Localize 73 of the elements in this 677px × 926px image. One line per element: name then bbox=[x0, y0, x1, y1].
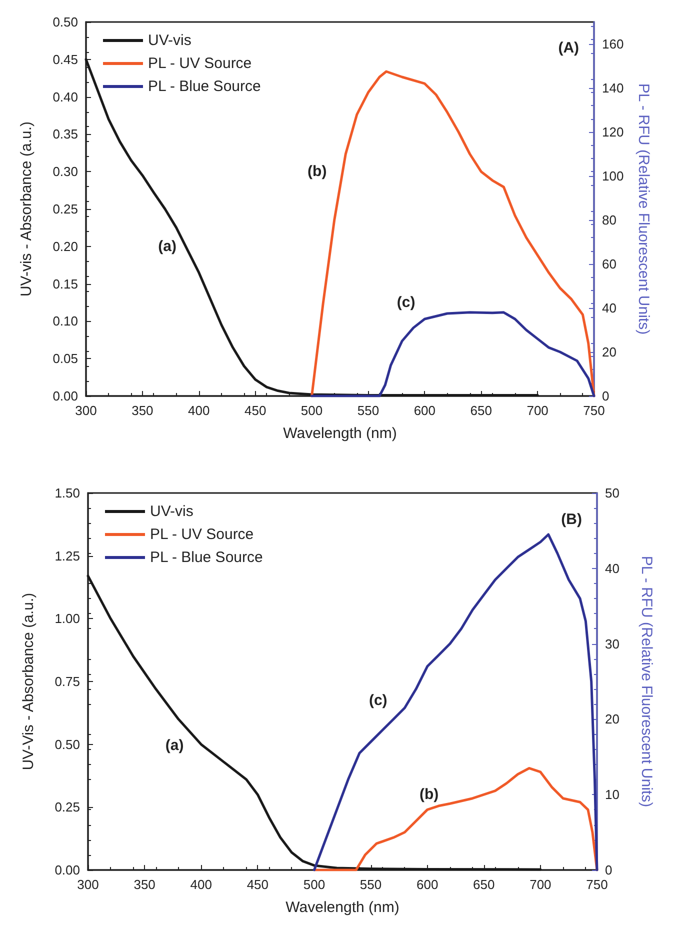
legend-label: PL - Blue Source bbox=[150, 549, 263, 566]
y2-tick-label: 100 bbox=[602, 168, 624, 184]
y-tick-label: 0.40 bbox=[52, 89, 78, 104]
legend-label: PL - Blue Source bbox=[148, 78, 261, 95]
x-tick-label: 500 bbox=[303, 877, 326, 892]
x-tick-label: 400 bbox=[190, 877, 212, 892]
legend-label: PL - UV Source bbox=[148, 55, 252, 72]
annotation: (c) bbox=[368, 692, 388, 709]
y-tick-label: 1.25 bbox=[54, 548, 80, 564]
x-tick-label: 300 bbox=[75, 403, 97, 418]
y2-tick-label: 40 bbox=[602, 300, 616, 316]
x-tick-label: 550 bbox=[360, 877, 382, 892]
y2-tick-label: 140 bbox=[602, 80, 624, 96]
x-tick-label: 500 bbox=[300, 403, 323, 418]
annotation: (c) bbox=[396, 294, 416, 311]
x-tick-label: 450 bbox=[246, 877, 269, 892]
y-tick-label: 0.45 bbox=[52, 52, 78, 67]
y2-tick-label: 40 bbox=[605, 560, 620, 576]
y-tick-label: 1.00 bbox=[54, 611, 80, 626]
y-tick-label: 0.50 bbox=[54, 736, 80, 752]
y2-tick-label: 60 bbox=[602, 256, 616, 272]
y-tick-label: 0.10 bbox=[52, 314, 78, 329]
legend-label: UV-vis bbox=[150, 503, 194, 520]
y-tick-label: 0.50 bbox=[52, 14, 78, 30]
y-axis-title: UV-Vis - Absorbance (a.u.) bbox=[20, 592, 37, 770]
x-tick-label: 650 bbox=[470, 403, 492, 418]
y2-tick-label: 50 bbox=[605, 486, 620, 500]
y-tick-label: 0.75 bbox=[54, 674, 80, 689]
y2-tick-label: 80 bbox=[602, 212, 616, 228]
y2-tick-label: 20 bbox=[605, 712, 620, 727]
x-axis-title: Wavelength (nm) bbox=[286, 899, 400, 916]
x-tick-label: 350 bbox=[132, 403, 154, 418]
y-tick-label: 0.35 bbox=[52, 126, 78, 142]
x-axis-title: Wavelength (nm) bbox=[283, 425, 397, 442]
y2-tick-label: 20 bbox=[602, 344, 616, 360]
y2-axis-title: PL - RFU (Relative Fluorescent Units) bbox=[638, 556, 655, 808]
y2-tick-label: 0 bbox=[605, 862, 612, 878]
legend-label: PL - UV Source bbox=[150, 526, 254, 543]
x-tick-label: 750 bbox=[583, 403, 605, 418]
x-tick-label: 300 bbox=[77, 877, 99, 892]
x-tick-label: 700 bbox=[530, 877, 552, 892]
y-tick-label: 0.05 bbox=[52, 351, 78, 366]
y2-tick-label: 10 bbox=[605, 787, 620, 802]
y-axis-title: UV-vis - Absorbance (a.u.) bbox=[18, 121, 35, 297]
y2-tick-label: 30 bbox=[605, 636, 620, 652]
x-tick-label: 600 bbox=[414, 403, 436, 418]
x-tick-label: 650 bbox=[473, 877, 495, 892]
y-tick-label: 0.25 bbox=[52, 202, 78, 216]
annotation: (a) bbox=[165, 737, 184, 754]
x-tick-label: 600 bbox=[416, 877, 438, 892]
y-tick-label: 0.20 bbox=[52, 238, 78, 254]
annotation: (A) bbox=[558, 40, 580, 57]
y-tick-label: 0.15 bbox=[52, 276, 78, 292]
y2-axis-title: PL - RFU (Relative Fluorescent Units) bbox=[635, 83, 652, 335]
x-tick-label: 350 bbox=[134, 877, 156, 892]
y-tick-label: 0.25 bbox=[54, 800, 80, 815]
annotation: (b) bbox=[419, 786, 439, 804]
y-tick-label: 0.00 bbox=[52, 388, 78, 404]
legend-label: UV-vis bbox=[148, 32, 192, 49]
y-tick-label: 0.30 bbox=[52, 164, 78, 180]
annotation: (a) bbox=[158, 238, 176, 255]
x-tick-label: 700 bbox=[526, 403, 548, 418]
y-tick-label: 0.00 bbox=[54, 862, 80, 878]
x-tick-label: 750 bbox=[586, 877, 608, 892]
x-tick-label: 550 bbox=[357, 403, 380, 418]
annotation: (B) bbox=[561, 510, 582, 528]
y2-tick-label: 160 bbox=[602, 36, 624, 52]
y2-tick-label: 0 bbox=[602, 388, 610, 404]
x-tick-label: 450 bbox=[244, 403, 266, 418]
annotation: (b) bbox=[308, 163, 327, 180]
y-tick-label: 1.50 bbox=[54, 486, 80, 500]
y2-tick-label: 120 bbox=[602, 124, 624, 140]
x-tick-label: 400 bbox=[188, 403, 210, 418]
